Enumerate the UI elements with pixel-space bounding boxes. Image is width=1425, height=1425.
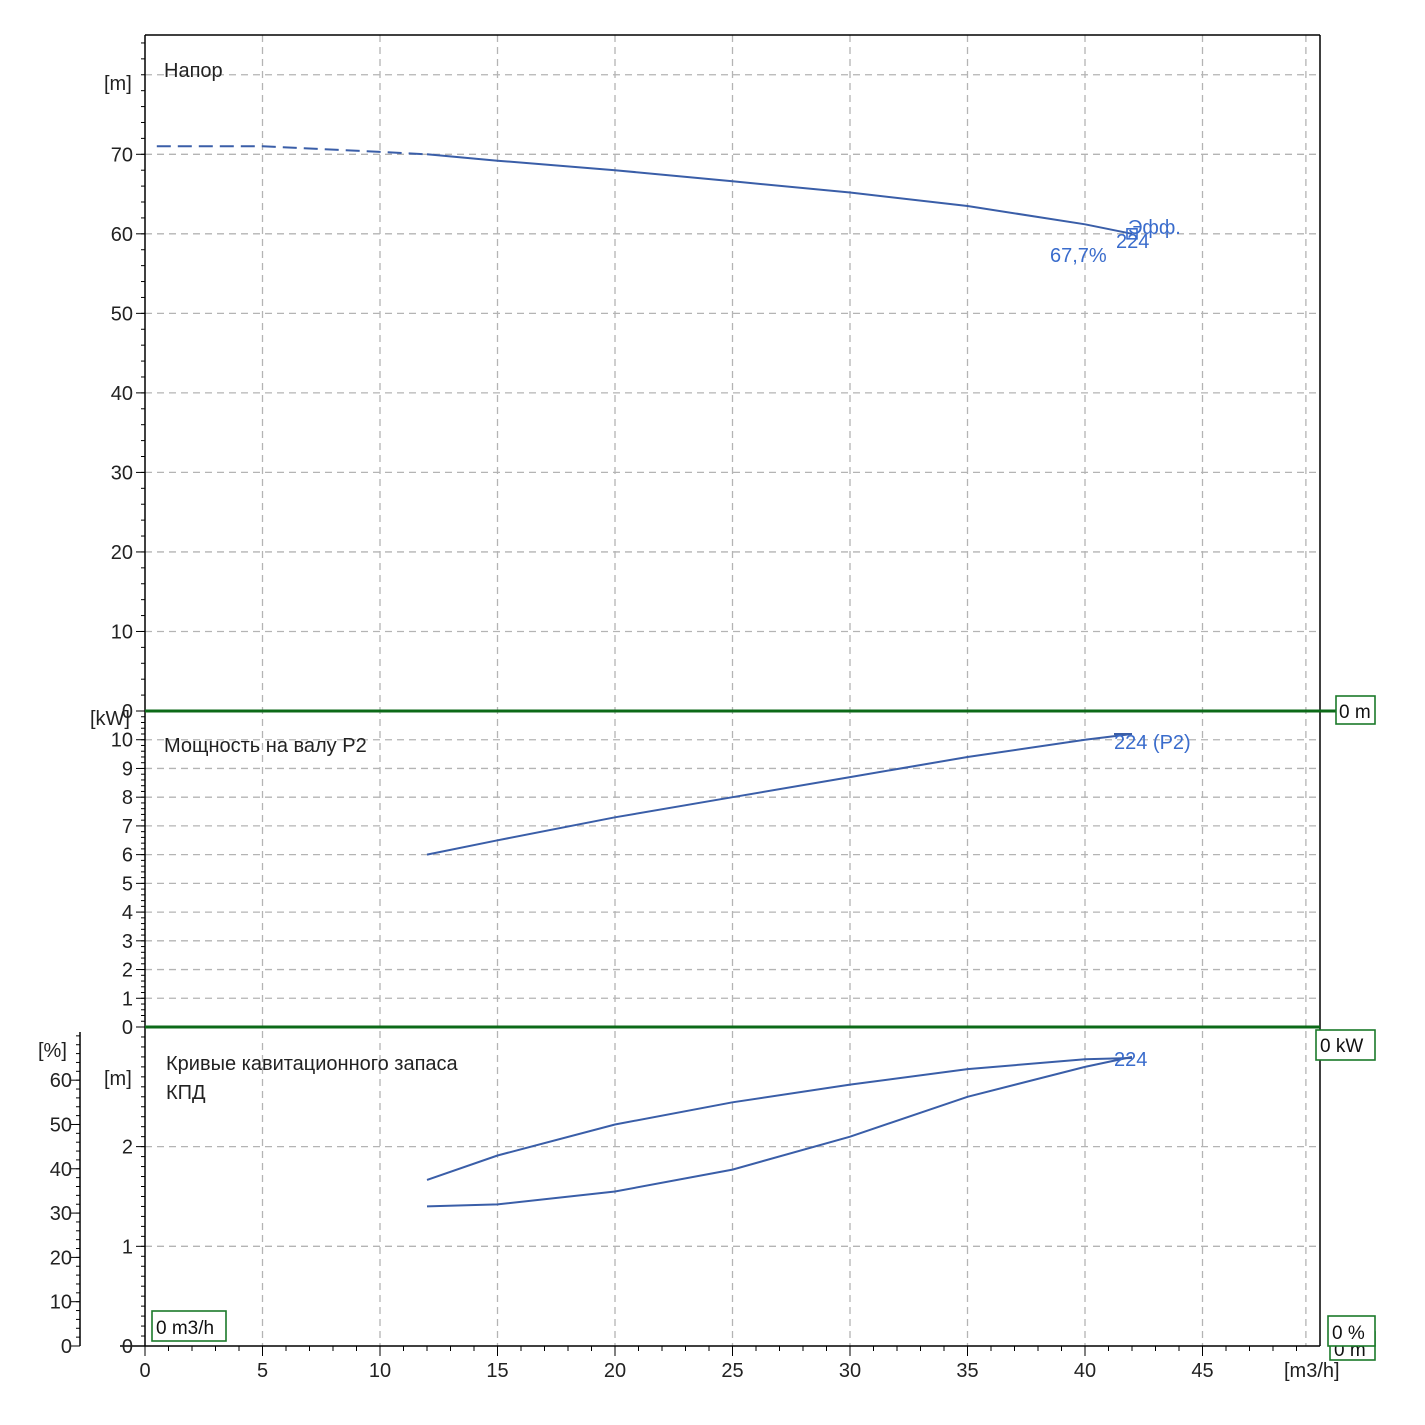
x-axis-tick-label: 20 <box>604 1360 626 1382</box>
efficiency-label: Эфф. <box>1128 217 1181 239</box>
npsh-unit-label: [m] <box>104 1068 132 1090</box>
x-axis-tick-label: 30 <box>839 1360 861 1382</box>
npsh-axis-tick-label: 1 <box>122 1236 133 1258</box>
head-axis-tick-label: 30 <box>111 462 133 484</box>
power-axis-tick-label: 9 <box>122 758 133 780</box>
head-unit-label: [m] <box>104 73 132 95</box>
curve-layer <box>156 145 1138 1208</box>
head-axis-tick-label: 0 <box>122 701 133 723</box>
power-panel-title: Мощность на валу P2 <box>164 735 367 757</box>
efficiency-axis-tick-label: 30 <box>50 1203 72 1225</box>
efficiency-marker <box>1126 228 1138 240</box>
x-axis-tick-label: 0 <box>139 1360 150 1382</box>
efficiency-curve <box>426 1057 1133 1181</box>
power-axis-tick-label: 6 <box>122 845 133 867</box>
head-readout-box: 0 m <box>1335 695 1376 725</box>
power-readout: 0 kW <box>1320 1036 1363 1057</box>
axis-layer <box>71 34 1336 1356</box>
efficiency-unit-label: [%] <box>38 1040 67 1062</box>
x-axis-tick-label: 15 <box>486 1360 508 1382</box>
power-axis-tick-label: 0 <box>122 1017 133 1039</box>
head-axis-tick-label: 10 <box>111 621 133 643</box>
head-axis-tick-label: 70 <box>111 144 133 166</box>
efficiency-readout-box: 0 % <box>1327 1315 1376 1347</box>
npsh-axis-tick-label: 2 <box>122 1137 133 1159</box>
power-axis-tick-label: 7 <box>122 816 133 838</box>
efficiency-axis-tick-label: 50 <box>50 1114 72 1136</box>
npsh-axis-tick-label: 0 <box>122 1336 133 1358</box>
x-axis-tick-label: 10 <box>369 1360 391 1382</box>
x-axis-tick-label: 35 <box>956 1360 978 1382</box>
power-axis-tick-label: 3 <box>122 931 133 953</box>
efficiency-axis-tick-label: 10 <box>50 1292 72 1314</box>
head-axis-tick-label: 40 <box>111 383 133 405</box>
power-axis-tick-label: 5 <box>122 873 133 895</box>
label-layer: 0102030405060700123456789100120102030405… <box>50 144 1214 1382</box>
power-readout-box: 0 kW <box>1315 1029 1376 1061</box>
power-axis-tick-label: 8 <box>122 787 133 809</box>
power-axis-tick-label: 10 <box>111 730 133 752</box>
efficiency-axis-tick-label: 60 <box>50 1070 72 1092</box>
head-axis-tick-label: 20 <box>111 542 133 564</box>
power-axis-tick-label: 2 <box>122 960 133 982</box>
x-axis-tick-label: 40 <box>1074 1360 1096 1382</box>
head-curve-dashed <box>156 145 428 156</box>
power-axis-tick-label: 4 <box>122 902 133 924</box>
power-curve-label: 224 (P2) <box>1114 732 1191 754</box>
npsh-panel-title: Кривые кавитационного запаса <box>166 1053 459 1075</box>
head-readout: 0 m <box>1339 702 1371 723</box>
flow-readout-box: 0 m3/h <box>151 1310 227 1342</box>
efficiency-readout: 0 % <box>1332 1323 1365 1344</box>
power-axis-tick-label: 1 <box>122 988 133 1010</box>
efficiency-curve-label: 224 <box>1114 1049 1147 1071</box>
head-curve <box>426 153 1133 235</box>
power-curve <box>426 733 1133 856</box>
flow-readout: 0 m3/h <box>156 1318 214 1339</box>
efficiency-axis-tick-label: 0 <box>61 1336 72 1358</box>
head-axis-tick-label: 60 <box>111 224 133 246</box>
x-axis-tick-label: 5 <box>257 1360 268 1382</box>
efficiency-value: 67,7% <box>1050 245 1107 267</box>
efficiency-panel-title: КПД <box>166 1082 206 1104</box>
head-curve-label: 224 <box>1116 231 1149 253</box>
x-unit-label: [m3/h] <box>1284 1360 1340 1382</box>
grid-layer <box>145 35 1320 1346</box>
x-axis-tick-label: 25 <box>721 1360 743 1382</box>
efficiency-axis-tick-label: 40 <box>50 1159 72 1181</box>
x-axis-tick-label: 45 <box>1191 1360 1213 1382</box>
power-unit-label: [kW] <box>90 708 130 730</box>
npsh-curve <box>426 1055 1133 1208</box>
head-axis-tick-label: 50 <box>111 303 133 325</box>
efficiency-axis-tick-label: 20 <box>50 1247 72 1269</box>
head-panel-title: Напор <box>164 60 223 82</box>
